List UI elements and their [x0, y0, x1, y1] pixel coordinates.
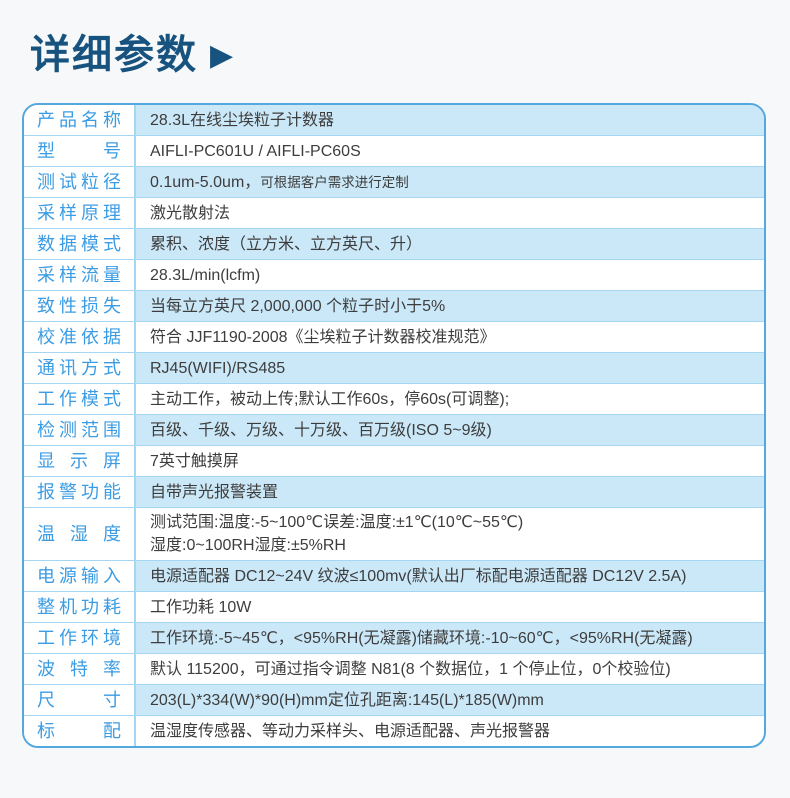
- spec-value: 测试范围:温度:-5~100℃误差:温度:±1℃(10℃~55℃) 湿度:0~10…: [150, 514, 524, 554]
- spec-label: 尺寸: [24, 685, 136, 715]
- table-row: 采样流量 28.3L/min(lcfm): [24, 259, 764, 290]
- table-row: 通讯方式 RJ45(WIFI)/RS485: [24, 352, 764, 383]
- spec-value: 电源适配器 DC12~24V 纹波≤100mv(默认出厂标配电源适配器 DC12…: [136, 561, 764, 591]
- spec-label: 测试粒径: [24, 167, 136, 197]
- spec-label: 波特率: [24, 654, 136, 684]
- spec-label: 显示屏: [24, 446, 136, 476]
- spec-value: 符合 JJF1190-2008《尘埃粒子计数器校准规范》: [150, 328, 496, 346]
- table-row: 电源输入 电源适配器 DC12~24V 纹波≤100mv(默认出厂标配电源适配器 …: [24, 560, 764, 591]
- spec-value: AIFLI-PC601U / AIFLI-PC60S: [150, 142, 361, 160]
- table-row: 标配 温湿度传感器、等动力采样头、电源适配器、声光报警器: [24, 715, 764, 746]
- table-row: 工作环境 工作环境:-5~45℃，<95%RH(无凝露)储藏环境:-10~60℃，…: [24, 622, 764, 653]
- spec-value: RJ45(WIFI)/RS485: [136, 353, 764, 383]
- spec-value: 28.3L在线尘埃粒子计数器: [136, 105, 764, 135]
- spec-label: 数据模式: [24, 229, 136, 259]
- spec-value: 28.3L/min(lcfm): [150, 266, 261, 284]
- spec-label: 工作环境: [24, 623, 136, 653]
- table-row: 尺寸 203(L)*334(W)*90(H)mm定位孔距离:145(L)*185(…: [24, 684, 764, 715]
- spec-table: 产品名称 28.3L在线尘埃粒子计数器 型号 AIFLI-PC601U / AIFLI…: [22, 103, 766, 748]
- spec-label: 报警功能: [24, 477, 136, 507]
- spec-label: 工作模式: [24, 384, 136, 414]
- table-row: 测试粒径 0.1um-5.0um，可根据客户需求进行定制: [24, 166, 764, 197]
- spec-value-note: 可根据客户需求进行定制: [260, 174, 409, 190]
- page-title: 详细参数 ▶: [30, 22, 233, 80]
- spec-label: 型号: [24, 136, 136, 166]
- spec-value: 0.1um-5.0um，可根据客户需求进行定制: [136, 167, 764, 197]
- spec-value: 工作功耗 10W: [150, 598, 252, 616]
- spec-value: 7英寸触摸屏: [150, 452, 239, 470]
- table-row: 型号 AIFLI-PC601U / AIFLI-PC60S: [24, 135, 764, 166]
- page-title-text: 详细参数: [30, 33, 198, 77]
- table-row: 采样原理 激光散射法: [24, 197, 764, 228]
- spec-value: 温湿度传感器、等动力采样头、电源适配器、声光报警器: [150, 722, 551, 740]
- spec-label: 产品名称: [24, 105, 136, 135]
- spec-label: 采样流量: [24, 260, 136, 290]
- spec-value: 203(L)*334(W)*90(H)mm定位孔距离:145(L)*185(W)…: [136, 685, 764, 715]
- table-row: 整机功耗 工作功耗 10W: [24, 591, 764, 622]
- spec-label: 采样原理: [24, 198, 136, 228]
- spec-value: 工作环境:-5~45℃，<95%RH(无凝露)储藏环境:-10~60℃，<95%…: [136, 623, 764, 653]
- spec-label: 检测范围: [24, 415, 136, 445]
- spec-value: 默认 115200，可通过指令调整 N81(8 个数据位，1 个停止位，0个校验…: [150, 660, 671, 678]
- table-row: 致性损失 当每立方英尺 2,000,000 个粒子时小于5%: [24, 290, 764, 321]
- table-row: 温湿度 测试范围:温度:-5~100℃误差:温度:±1℃(10℃~55℃) 湿度:0…: [24, 507, 764, 560]
- spec-label: 通讯方式: [24, 353, 136, 383]
- spec-label: 整机功耗: [24, 592, 136, 622]
- spec-label: 标配: [24, 716, 136, 746]
- spec-value: 累积、浓度（立方米、立方英尺、升）: [136, 229, 764, 259]
- table-row: 波特率 默认 115200，可通过指令调整 N81(8 个数据位，1 个停止位，0…: [24, 653, 764, 684]
- table-row: 检测范围 百级、千级、万级、十万级、百万级(ISO 5~9级): [24, 414, 764, 445]
- title-arrow-icon: ▶: [210, 39, 234, 72]
- spec-value: 当每立方英尺 2,000,000 个粒子时小于5%: [136, 291, 764, 321]
- spec-label: 校准依据: [24, 322, 136, 352]
- table-row: 校准依据 符合 JJF1190-2008《尘埃粒子计数器校准规范》: [24, 321, 764, 352]
- spec-label: 电源输入: [24, 561, 136, 591]
- spec-value: 激光散射法: [150, 204, 231, 222]
- spec-label: 温湿度: [24, 508, 136, 560]
- spec-value: 自带声光报警装置: [136, 477, 764, 507]
- spec-value: 百级、千级、万级、十万级、百万级(ISO 5~9级): [136, 415, 764, 445]
- spec-label: 致性损失: [24, 291, 136, 321]
- table-row: 数据模式 累积、浓度（立方米、立方英尺、升）: [24, 228, 764, 259]
- table-row: 产品名称 28.3L在线尘埃粒子计数器: [24, 105, 764, 135]
- table-row: 显示屏 7英寸触摸屏: [24, 445, 764, 476]
- table-row: 报警功能 自带声光报警装置: [24, 476, 764, 507]
- table-row: 工作模式 主动工作，被动上传;默认工作60s，停60s(可调整);: [24, 383, 764, 414]
- spec-value: 主动工作，被动上传;默认工作60s，停60s(可调整);: [150, 390, 510, 408]
